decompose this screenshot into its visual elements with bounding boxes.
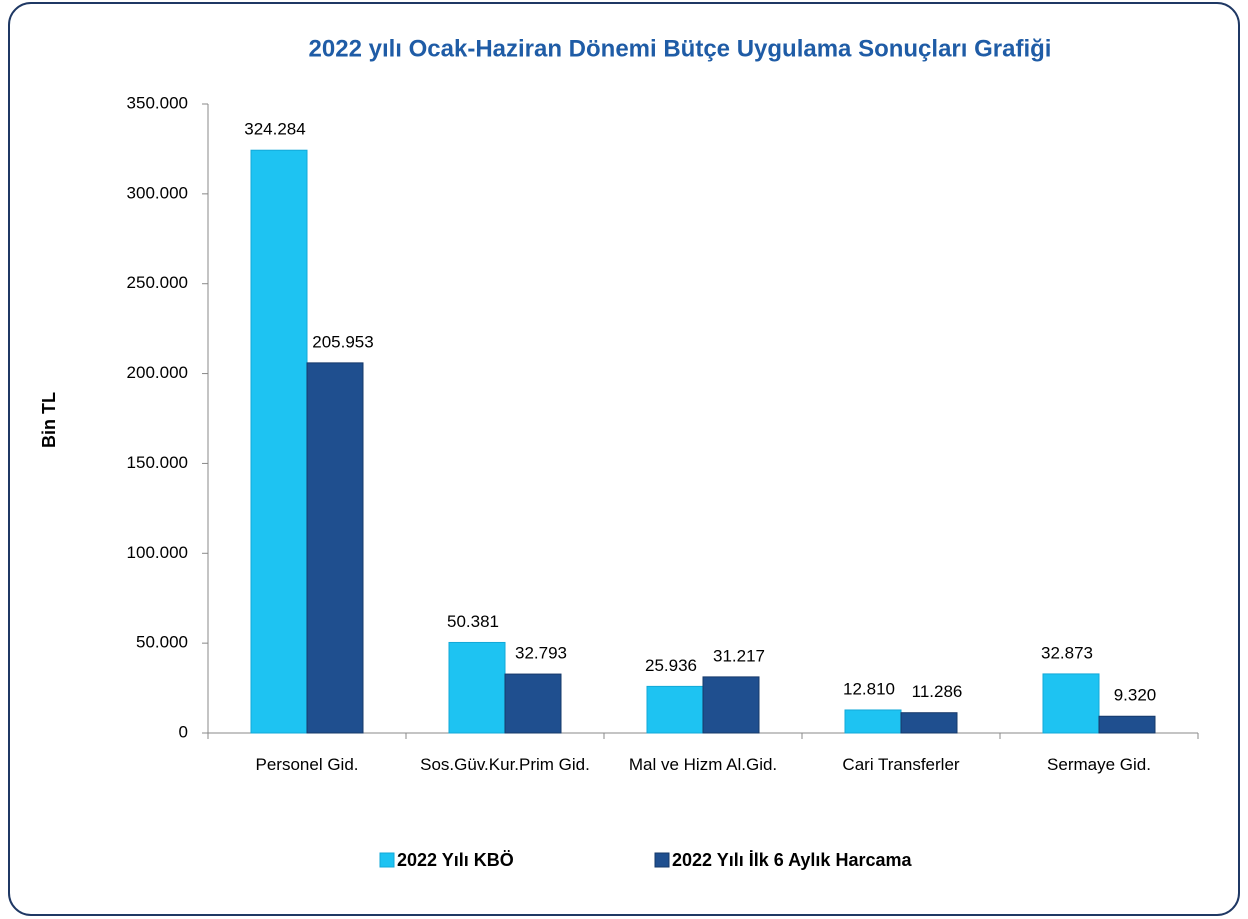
value-label: 25.936	[645, 656, 697, 675]
y-tick-label: 100.000	[127, 543, 188, 562]
y-tick-label: 350.000	[127, 93, 188, 112]
legend-label: 2022 Yılı İlk 6 Aylık Harcama	[672, 850, 912, 870]
y-tick-label: 50.000	[136, 633, 188, 652]
bar	[702, 676, 760, 734]
bar	[1098, 715, 1156, 734]
bar	[646, 685, 704, 734]
chart-title: 2022 yılı Ocak-Haziran Dönemi Bütçe Uygu…	[309, 35, 1052, 62]
legend-swatch	[654, 852, 670, 868]
value-label: 9.320	[1114, 686, 1157, 705]
y-tick-label: 250.000	[127, 273, 188, 292]
value-label: 32.793	[515, 644, 567, 663]
bar	[844, 709, 902, 734]
bar	[900, 712, 958, 734]
bar	[1042, 673, 1100, 734]
value-label: 32.873	[1041, 643, 1093, 662]
y-tick-label: 150.000	[127, 453, 188, 472]
x-tick-label: Mal ve Hizm Al.Gid.	[628, 755, 778, 774]
legend-label: 2022 Yılı KBÖ	[397, 850, 514, 870]
value-label: 50.381	[447, 612, 499, 631]
value-label: 205.953	[312, 332, 373, 351]
bar	[250, 149, 308, 734]
value-label: 11.286	[912, 682, 963, 701]
legend-swatch	[379, 852, 395, 868]
value-label: 324.284	[244, 120, 305, 139]
y-tick-label: 0	[179, 722, 188, 741]
value-label: 31.217	[713, 646, 765, 665]
x-tick-label: Personel Gid.	[255, 755, 359, 774]
x-tick-label: Sermaye Gid.	[1047, 755, 1151, 774]
y-tick-label: 300.000	[127, 183, 188, 202]
y-axis-label: Bin TL	[39, 392, 59, 448]
chart-border	[8, 2, 1240, 916]
x-tick-label: Cari Transferler	[842, 755, 960, 774]
y-tick-label: 200.000	[127, 363, 188, 382]
bar	[448, 641, 506, 734]
x-tick-label: Sos.Güv.Kur.Prim Gid.	[420, 755, 590, 774]
value-label: 12.810	[843, 679, 895, 698]
bar	[504, 673, 562, 734]
bar	[306, 362, 364, 734]
